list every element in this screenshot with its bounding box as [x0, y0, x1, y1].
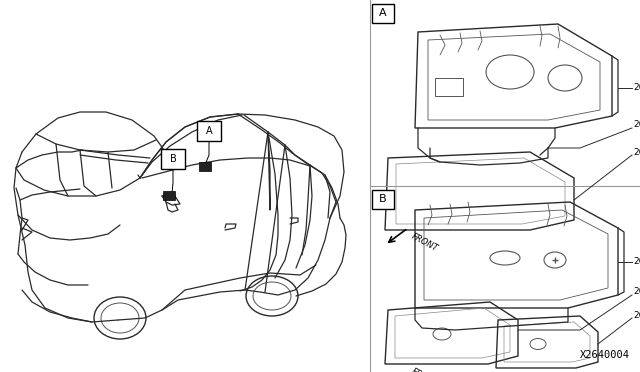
Text: 26410J: 26410J: [633, 121, 640, 129]
Text: FRONT: FRONT: [410, 232, 440, 253]
Text: B: B: [170, 154, 177, 164]
FancyBboxPatch shape: [372, 4, 394, 23]
Bar: [435, 78, 463, 96]
Text: 26432+A: 26432+A: [633, 288, 640, 296]
Text: X2640004: X2640004: [580, 350, 630, 360]
Text: 26410: 26410: [633, 83, 640, 93]
Text: 26432: 26432: [633, 311, 640, 320]
Text: A: A: [205, 126, 212, 136]
Text: 26411: 26411: [633, 148, 640, 157]
FancyBboxPatch shape: [197, 121, 221, 141]
FancyBboxPatch shape: [372, 190, 394, 209]
Text: FRONT: FRONT: [410, 367, 440, 372]
FancyBboxPatch shape: [161, 149, 185, 169]
Bar: [163, 191, 175, 200]
Bar: [199, 162, 211, 171]
Text: B: B: [379, 194, 387, 204]
Text: A: A: [379, 8, 387, 18]
Text: 26430: 26430: [633, 257, 640, 266]
